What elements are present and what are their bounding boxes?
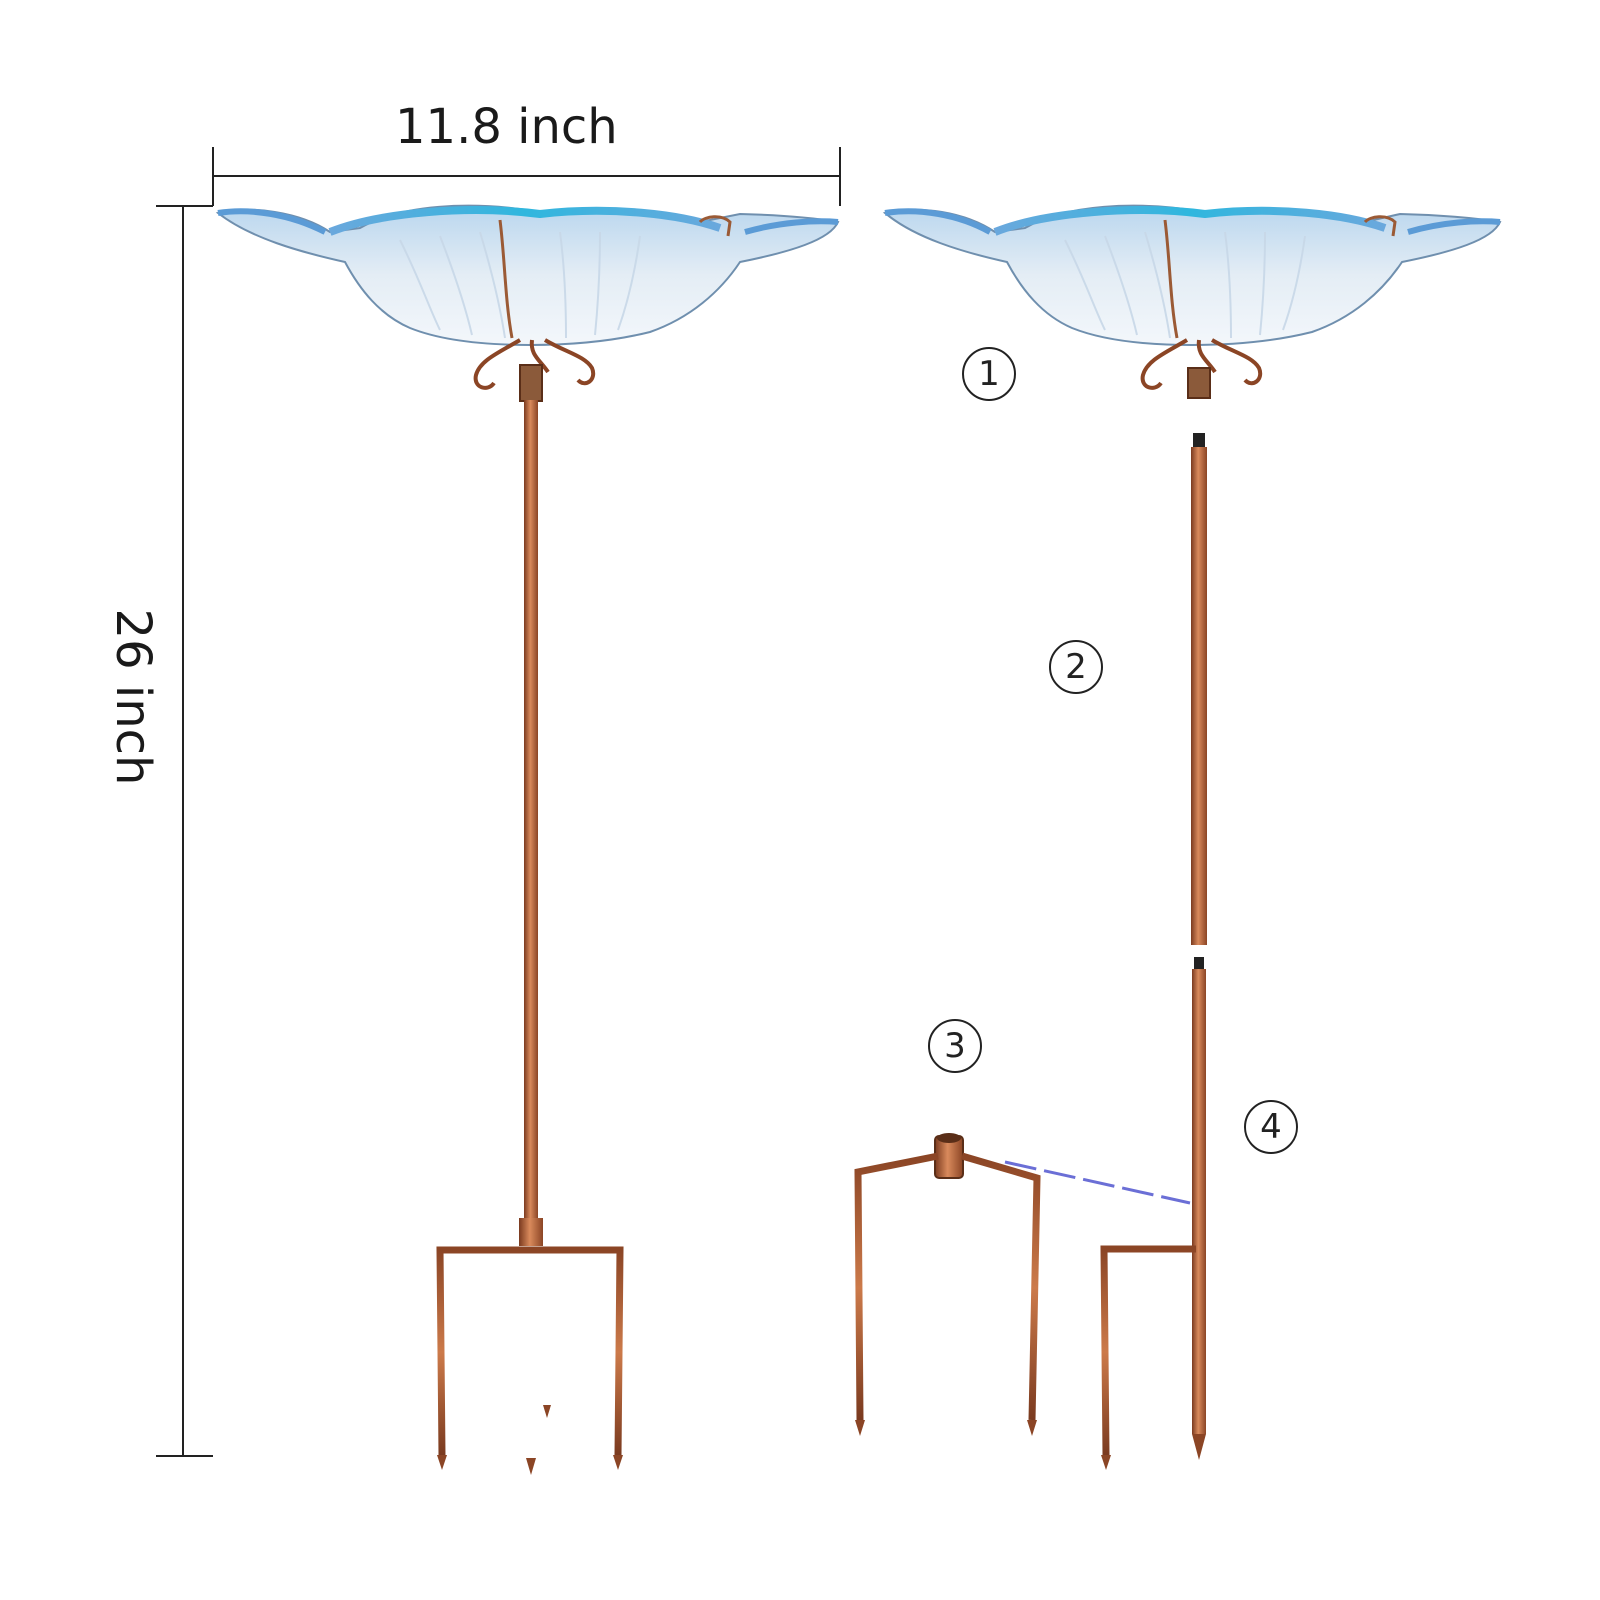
width-dimension-line — [212, 147, 841, 206]
glass-bowl-right — [882, 204, 1502, 347]
lower-pole-section — [1100, 957, 1206, 1470]
assembly-guide-line — [1004, 1160, 1191, 1205]
circled-number-icon: 2 — [1049, 640, 1103, 694]
width-label: 11.8 inch — [395, 99, 618, 155]
ground-stake-left — [436, 1231, 624, 1462]
glass-bowl-left — [215, 204, 840, 347]
circled-number-icon: 1 — [962, 347, 1016, 401]
copper-holder-left — [473, 338, 596, 402]
upper-pole-section — [1191, 433, 1207, 945]
height-dimension-line — [156, 205, 213, 1457]
copper-holder-right — [1140, 338, 1263, 399]
pole-left — [524, 400, 538, 1218]
height-label: 26 inch — [105, 608, 161, 786]
exploded-bird-bath — [854, 204, 1502, 1470]
three-prong-stake — [854, 1133, 1041, 1436]
circled-number-icon: 4 — [1244, 1100, 1298, 1154]
assembled-bird-bath — [215, 204, 840, 1475]
circled-number-icon: 3 — [928, 1019, 982, 1073]
